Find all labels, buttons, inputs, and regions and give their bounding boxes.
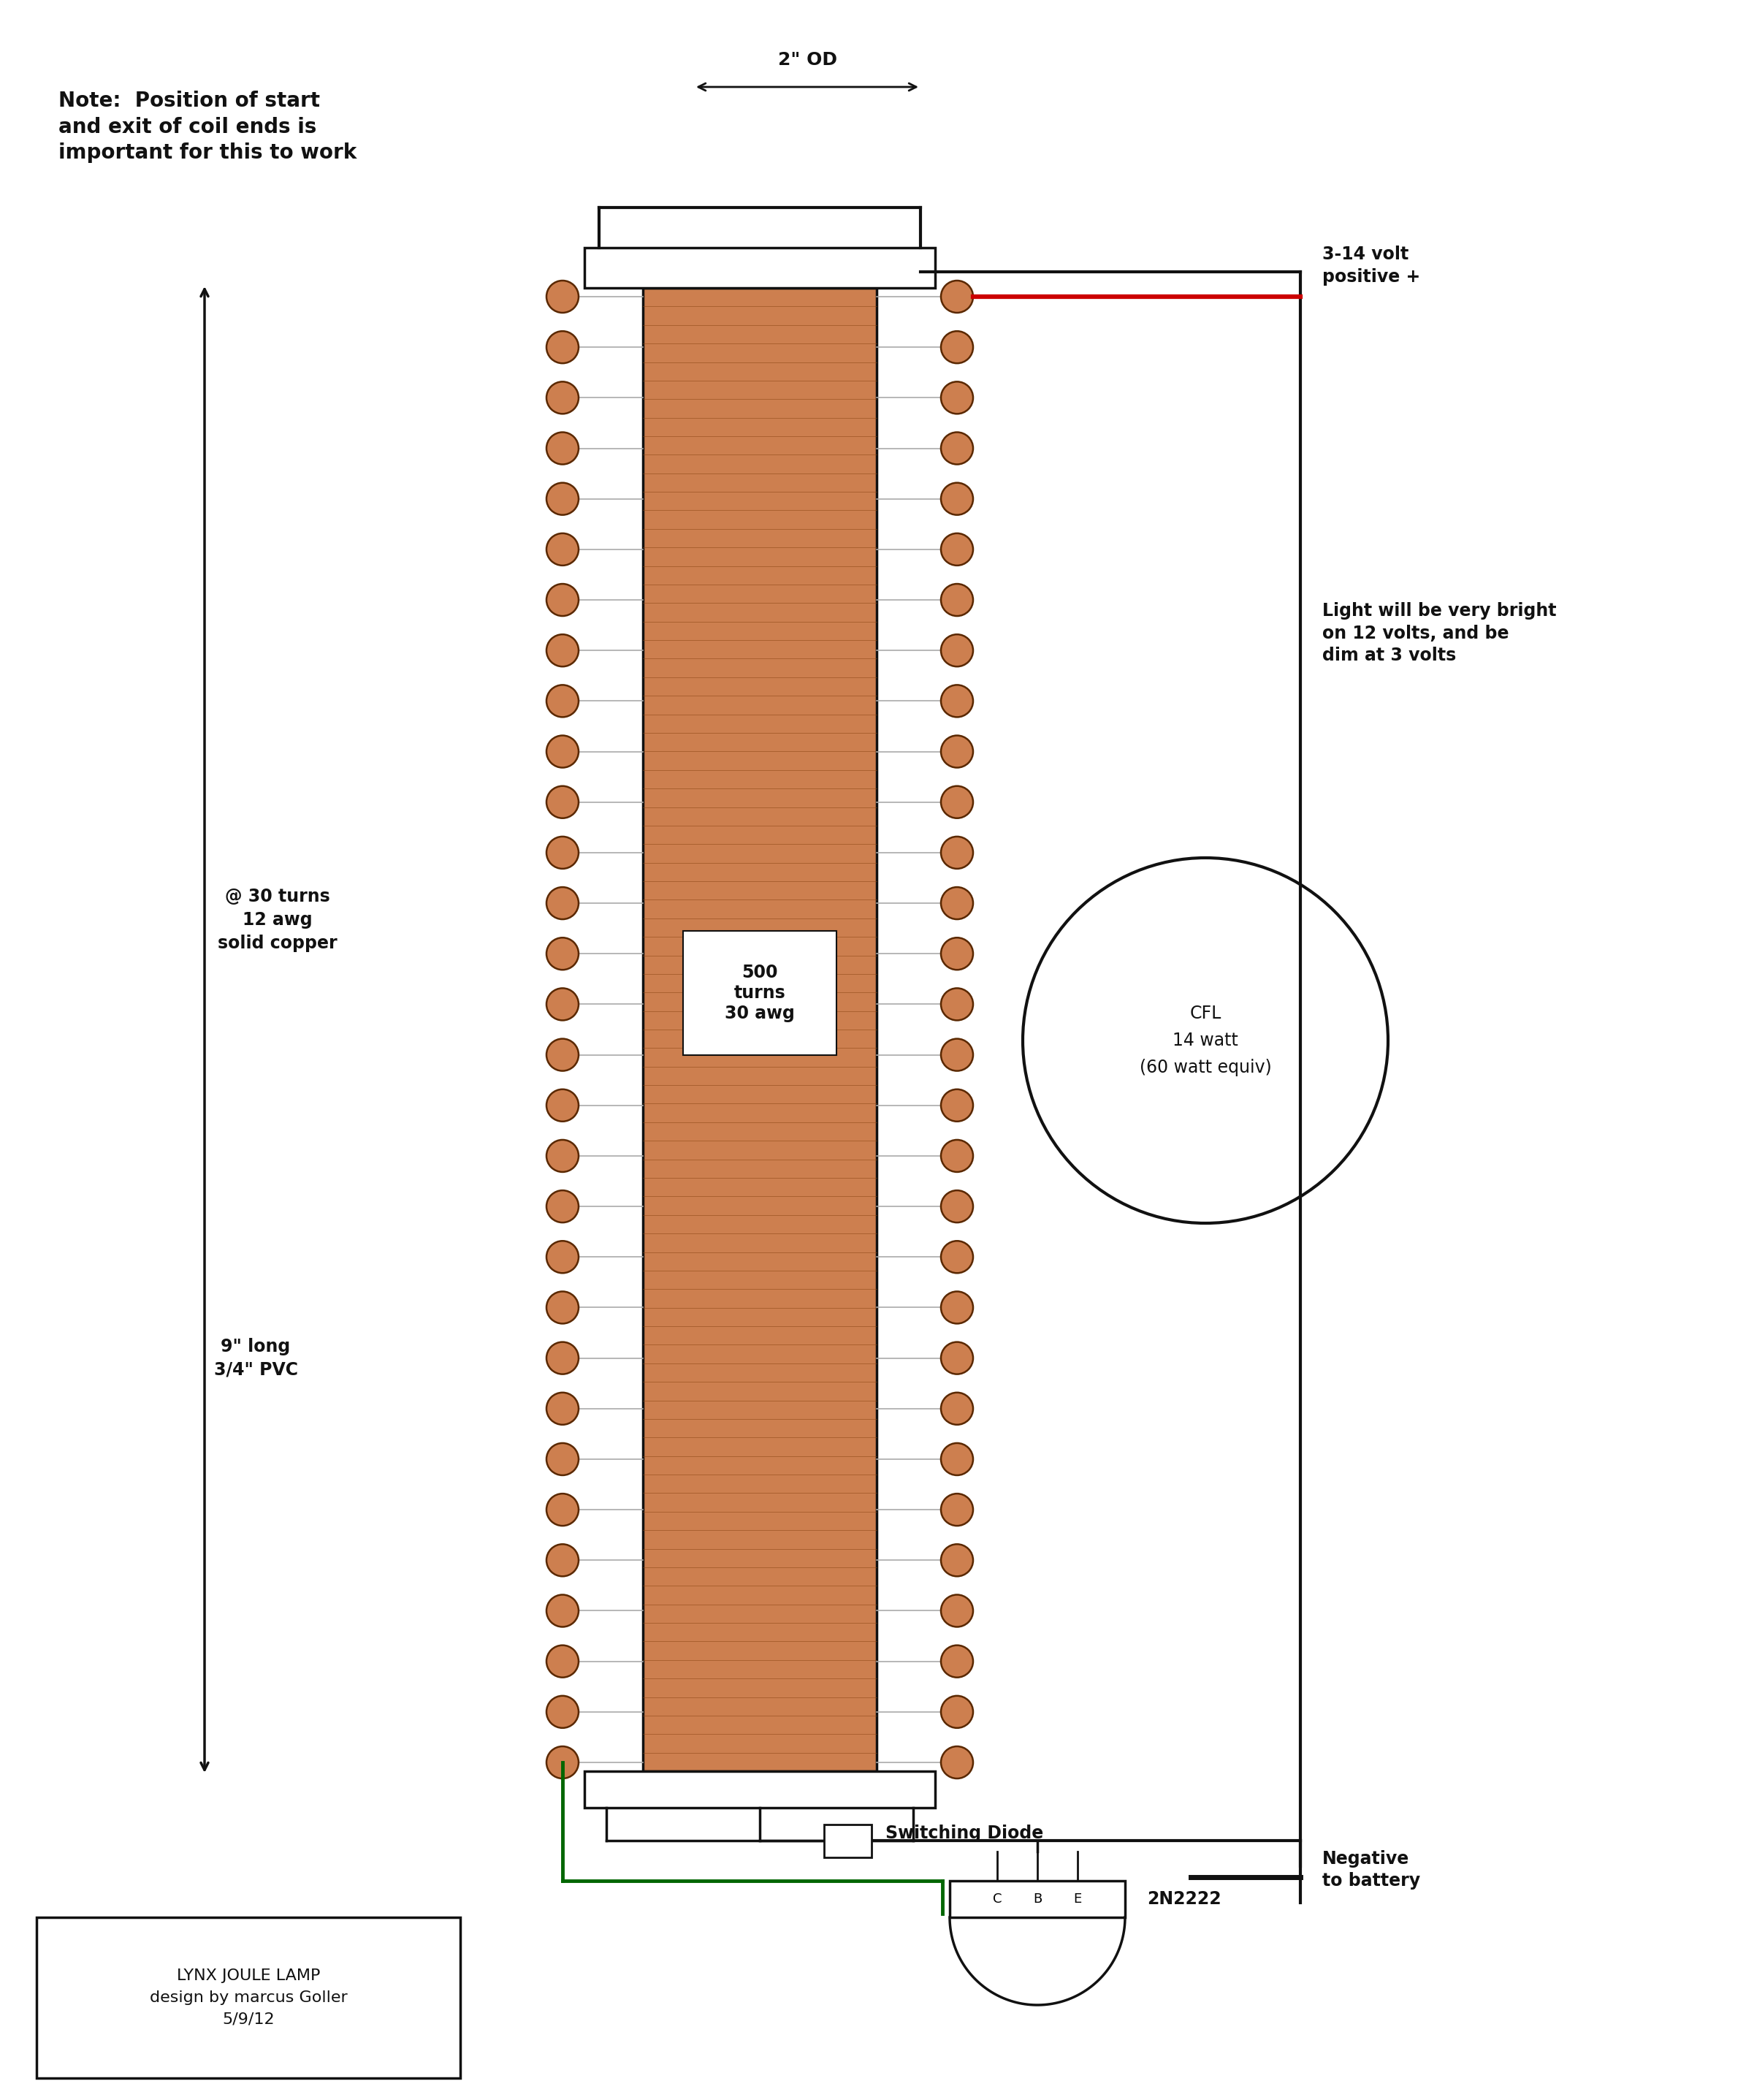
Circle shape [546, 1392, 578, 1424]
Circle shape [546, 1644, 578, 1678]
Circle shape [546, 1140, 578, 1172]
Circle shape [546, 1594, 578, 1628]
Circle shape [941, 1747, 973, 1779]
Circle shape [941, 785, 973, 819]
Circle shape [941, 886, 973, 920]
Circle shape [546, 382, 578, 414]
Bar [824, 1825, 871, 1856]
Circle shape [546, 483, 578, 514]
Circle shape [941, 1644, 973, 1678]
Circle shape [546, 1040, 578, 1071]
Circle shape [546, 281, 578, 313]
Text: E: E [1074, 1892, 1083, 1905]
Circle shape [941, 1544, 973, 1577]
Circle shape [941, 332, 973, 363]
Circle shape [1023, 857, 1388, 1222]
Circle shape [941, 584, 973, 615]
Circle shape [941, 989, 973, 1021]
Text: @ 30 turns
12 awg
solid copper: @ 30 turns 12 awg solid copper [218, 888, 337, 951]
Circle shape [546, 433, 578, 464]
Circle shape [546, 1443, 578, 1474]
Bar [643, 288, 876, 1770]
Bar [585, 1770, 936, 1808]
Circle shape [941, 433, 973, 464]
Circle shape [941, 1090, 973, 1121]
Circle shape [546, 886, 578, 920]
Text: B: B [1034, 1892, 1042, 1905]
Bar [683, 930, 836, 1054]
Bar [585, 248, 936, 288]
Text: 2N2222: 2N2222 [1147, 1890, 1220, 1907]
Text: 9" long
3/4" PVC: 9" long 3/4" PVC [213, 1338, 299, 1380]
Text: Switching Diode: Switching Diode [885, 1825, 1044, 1842]
Circle shape [941, 939, 973, 970]
Circle shape [546, 533, 578, 565]
Circle shape [546, 634, 578, 666]
Circle shape [546, 939, 578, 970]
Circle shape [546, 584, 578, 615]
Circle shape [941, 1493, 973, 1527]
Circle shape [546, 1544, 578, 1577]
Text: CFL
14 watt
(60 watt equiv): CFL 14 watt (60 watt equiv) [1140, 1004, 1271, 1077]
Circle shape [941, 1594, 973, 1628]
Text: Note:  Position of start
and exit of coil ends is
important for this to work: Note: Position of start and exit of coil… [58, 90, 356, 164]
Circle shape [941, 483, 973, 514]
Circle shape [941, 382, 973, 414]
Circle shape [546, 1342, 578, 1373]
Text: C: C [993, 1892, 1002, 1905]
Text: 3-14 volt
positive +: 3-14 volt positive + [1322, 246, 1419, 286]
Circle shape [546, 735, 578, 769]
Circle shape [941, 1392, 973, 1424]
Polygon shape [950, 1917, 1124, 2005]
Circle shape [941, 1292, 973, 1323]
Circle shape [546, 685, 578, 716]
Circle shape [941, 1191, 973, 1222]
Text: Light will be very bright
on 12 volts, and be
dim at 3 volts: Light will be very bright on 12 volts, a… [1322, 603, 1556, 664]
Circle shape [546, 1697, 578, 1728]
Circle shape [941, 1697, 973, 1728]
Circle shape [546, 1493, 578, 1527]
Circle shape [941, 533, 973, 565]
Circle shape [546, 989, 578, 1021]
Text: LYNX JOULE LAMP
design by marcus Goller
5/9/12: LYNX JOULE LAMP design by marcus Goller … [150, 1970, 347, 2026]
Circle shape [941, 634, 973, 666]
Circle shape [941, 1040, 973, 1071]
Text: 500
turns
30 awg: 500 turns 30 awg [725, 964, 794, 1023]
Circle shape [941, 685, 973, 716]
Circle shape [941, 1342, 973, 1373]
Circle shape [941, 281, 973, 313]
Circle shape [546, 332, 578, 363]
Circle shape [941, 1241, 973, 1273]
Circle shape [941, 1443, 973, 1474]
Circle shape [546, 1747, 578, 1779]
Circle shape [941, 1140, 973, 1172]
Circle shape [546, 1191, 578, 1222]
Circle shape [546, 1292, 578, 1323]
Bar [950, 1882, 1124, 1917]
Circle shape [941, 836, 973, 869]
Circle shape [546, 1241, 578, 1273]
Text: 2" OD: 2" OD [777, 50, 836, 69]
Circle shape [546, 1090, 578, 1121]
Bar [37, 1917, 461, 2079]
Circle shape [546, 836, 578, 869]
Circle shape [941, 735, 973, 769]
Circle shape [546, 785, 578, 819]
Text: Negative
to battery: Negative to battery [1322, 1850, 1419, 1890]
